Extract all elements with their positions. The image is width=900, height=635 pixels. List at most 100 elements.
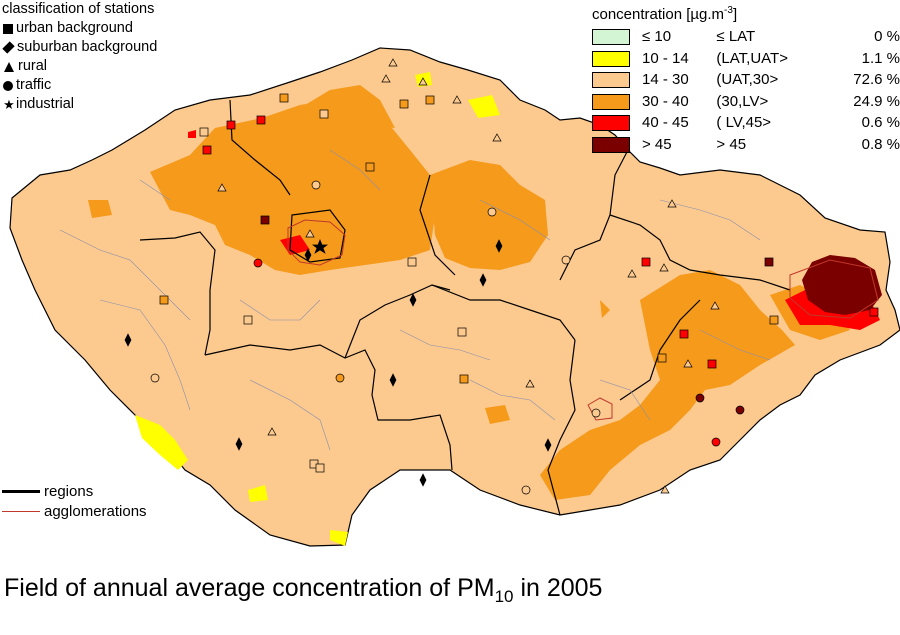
- legend-urban-background: urban background: [2, 19, 157, 38]
- legend-agglomerations: agglomerations: [2, 501, 147, 521]
- station-traffic: [253, 258, 263, 268]
- station-urban: [769, 315, 779, 325]
- station-urban: [399, 99, 409, 109]
- station-urban: [869, 307, 879, 317]
- concentration-class-row: 10 - 14 (LAT,UAT> 1.1 %: [592, 48, 900, 70]
- station-urban: [256, 115, 266, 125]
- station-traffic: [591, 408, 601, 418]
- station-suburban: [419, 473, 427, 487]
- class-range: 10 - 14: [642, 49, 689, 67]
- concentration-class-row: 30 - 40 (30,LV> 24.9 %: [592, 91, 900, 113]
- station-urban: [159, 295, 169, 305]
- class-area-percent: 1.1 %: [861, 49, 900, 67]
- class-range: ≤ 10: [642, 28, 672, 46]
- station-traffic: [695, 393, 705, 403]
- station-urban: [407, 257, 417, 267]
- class-interval: (LAT,UAT>: [716, 49, 788, 67]
- class-above-45-area: [802, 255, 882, 315]
- legend-traffic: traffic: [2, 76, 157, 95]
- concentration-class-row: 40 - 45 ( LV,45> 0.6 %: [592, 112, 900, 134]
- station-urban: [657, 353, 667, 363]
- class-area-percent: 24.9 %: [853, 92, 900, 110]
- class-color-swatch: [592, 72, 630, 89]
- class-range: 40 - 45: [642, 114, 689, 132]
- map-caption: Field of annual average concentration of…: [4, 574, 603, 606]
- class-range: 14 - 30: [642, 71, 689, 89]
- class-color-swatch: [592, 93, 630, 110]
- legend-suburban-background: suburban background: [2, 38, 157, 57]
- class-area-percent: 0 %: [874, 28, 900, 46]
- class-interval: (30,LV>: [716, 92, 769, 110]
- station-urban: [457, 327, 467, 337]
- class-range: 30 - 40: [642, 92, 689, 110]
- station-rural: [452, 95, 462, 104]
- legend-industrial: ★ industrial: [3, 96, 75, 112]
- concentration-class-row: 14 - 30 (UAT,30> 72.6 %: [592, 69, 900, 91]
- station-traffic: [335, 373, 345, 383]
- class-color-swatch: [592, 50, 630, 67]
- station-rural: [305, 229, 315, 238]
- station-suburban: [544, 438, 552, 452]
- station-legend-title: classification of stations: [2, 1, 155, 17]
- star-icon: ★: [3, 96, 15, 112]
- class-color-swatch: [592, 29, 630, 46]
- station-suburban: [304, 248, 312, 262]
- station-urban: [226, 120, 236, 130]
- station-suburban: [479, 273, 487, 287]
- class-area-percent: 0.6 %: [861, 114, 900, 132]
- station-suburban: [124, 333, 132, 347]
- class-interval: (UAT,30>: [716, 71, 779, 89]
- district-borders: [59, 149, 771, 451]
- station-rural: [525, 379, 535, 388]
- station-rural: [683, 359, 693, 368]
- concentration-legend: concentration [µg.m-3] ≤ 10 ≤ LAT 0 % 10 - …: [592, 5, 900, 155]
- legend-rural: rural: [2, 57, 157, 76]
- station-suburban: [409, 293, 417, 307]
- agglomeration-outlines: [287, 219, 879, 421]
- station-rural: [492, 133, 502, 142]
- regions-line-sample: [2, 489, 40, 493]
- class-color-swatch: [592, 115, 630, 132]
- station-urban: [315, 463, 325, 473]
- station-rural: [388, 58, 398, 67]
- station-urban: [260, 215, 270, 225]
- station-rural: [667, 199, 677, 208]
- station-markers: [124, 58, 879, 495]
- station-traffic: [711, 437, 721, 447]
- station-urban: [365, 162, 375, 172]
- station-traffic: [521, 485, 531, 495]
- station-traffic: [487, 207, 497, 217]
- station-traffic: [735, 405, 745, 415]
- concentration-classes: ≤ 10 ≤ LAT 0 % 10 - 14 (LAT,UAT> 1.1 % 14 - 30…: [592, 26, 900, 155]
- concentration-legend-title: concentration [µg.m-3]: [592, 5, 738, 23]
- class-area-percent: 0.8 %: [861, 135, 900, 153]
- station-suburban: [495, 239, 503, 253]
- class-interval: ( LV,45>: [716, 114, 772, 132]
- station-urban: [764, 257, 774, 267]
- station-urban: [319, 109, 329, 119]
- class-range: > 45: [642, 135, 672, 153]
- station-urban: [199, 127, 209, 137]
- station-traffic: [150, 373, 160, 383]
- station-traffic: [561, 255, 571, 265]
- station-classification-legend: classification of stations urban backgro…: [2, 0, 157, 114]
- station-urban: [641, 257, 651, 267]
- station-urban: [459, 374, 469, 384]
- class-interval: > 45: [716, 135, 747, 153]
- line-legend: regions agglomerations: [2, 481, 147, 521]
- station-suburban: [389, 373, 397, 387]
- concentration-class-row: ≤ 10 ≤ LAT 0 %: [592, 26, 900, 48]
- class-interval: ≤ LAT: [716, 28, 756, 46]
- concentration-class-row: > 45 > 45 0.8 %: [592, 134, 900, 156]
- station-rural: [267, 427, 277, 436]
- triangle-icon: [4, 61, 14, 72]
- square-icon: [3, 23, 13, 34]
- legend-regions: regions: [2, 481, 147, 501]
- station-rural: [710, 301, 720, 310]
- station-urban: [679, 329, 689, 339]
- station-urban: [707, 359, 717, 369]
- class-area-percent: 72.6 %: [853, 71, 900, 89]
- station-urban: [243, 315, 253, 325]
- diamond-icon: [2, 41, 15, 54]
